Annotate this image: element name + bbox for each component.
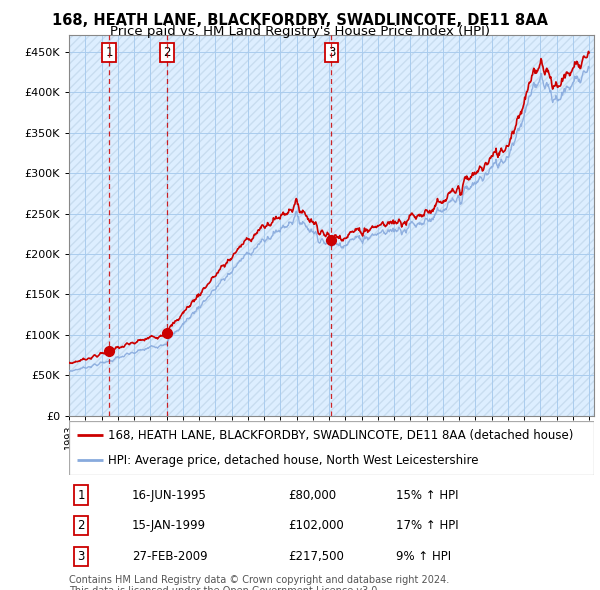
Text: 16-JUN-1995: 16-JUN-1995 <box>132 489 207 502</box>
Text: £217,500: £217,500 <box>288 550 344 563</box>
Text: 3: 3 <box>77 550 85 563</box>
Text: 15% ↑ HPI: 15% ↑ HPI <box>396 489 458 502</box>
Text: HPI: Average price, detached house, North West Leicestershire: HPI: Average price, detached house, Nort… <box>109 454 479 467</box>
Text: 9% ↑ HPI: 9% ↑ HPI <box>396 550 451 563</box>
Text: 168, HEATH LANE, BLACKFORDBY, SWADLINCOTE, DE11 8AA (detached house): 168, HEATH LANE, BLACKFORDBY, SWADLINCOT… <box>109 429 574 442</box>
Bar <box>69 35 594 416</box>
Text: 2: 2 <box>77 519 85 532</box>
Text: 1: 1 <box>77 489 85 502</box>
Text: 168, HEATH LANE, BLACKFORDBY, SWADLINCOTE, DE11 8AA: 168, HEATH LANE, BLACKFORDBY, SWADLINCOT… <box>52 13 548 28</box>
Text: £80,000: £80,000 <box>288 489 336 502</box>
Text: 15-JAN-1999: 15-JAN-1999 <box>132 519 206 532</box>
Text: Price paid vs. HM Land Registry's House Price Index (HPI): Price paid vs. HM Land Registry's House … <box>110 25 490 38</box>
Text: 27-FEB-2009: 27-FEB-2009 <box>132 550 208 563</box>
Text: 1: 1 <box>105 46 113 59</box>
Text: 17% ↑ HPI: 17% ↑ HPI <box>396 519 458 532</box>
Text: Contains HM Land Registry data © Crown copyright and database right 2024.
This d: Contains HM Land Registry data © Crown c… <box>69 575 449 590</box>
Text: 3: 3 <box>328 46 335 59</box>
Text: £102,000: £102,000 <box>288 519 344 532</box>
Text: 2: 2 <box>163 46 171 59</box>
